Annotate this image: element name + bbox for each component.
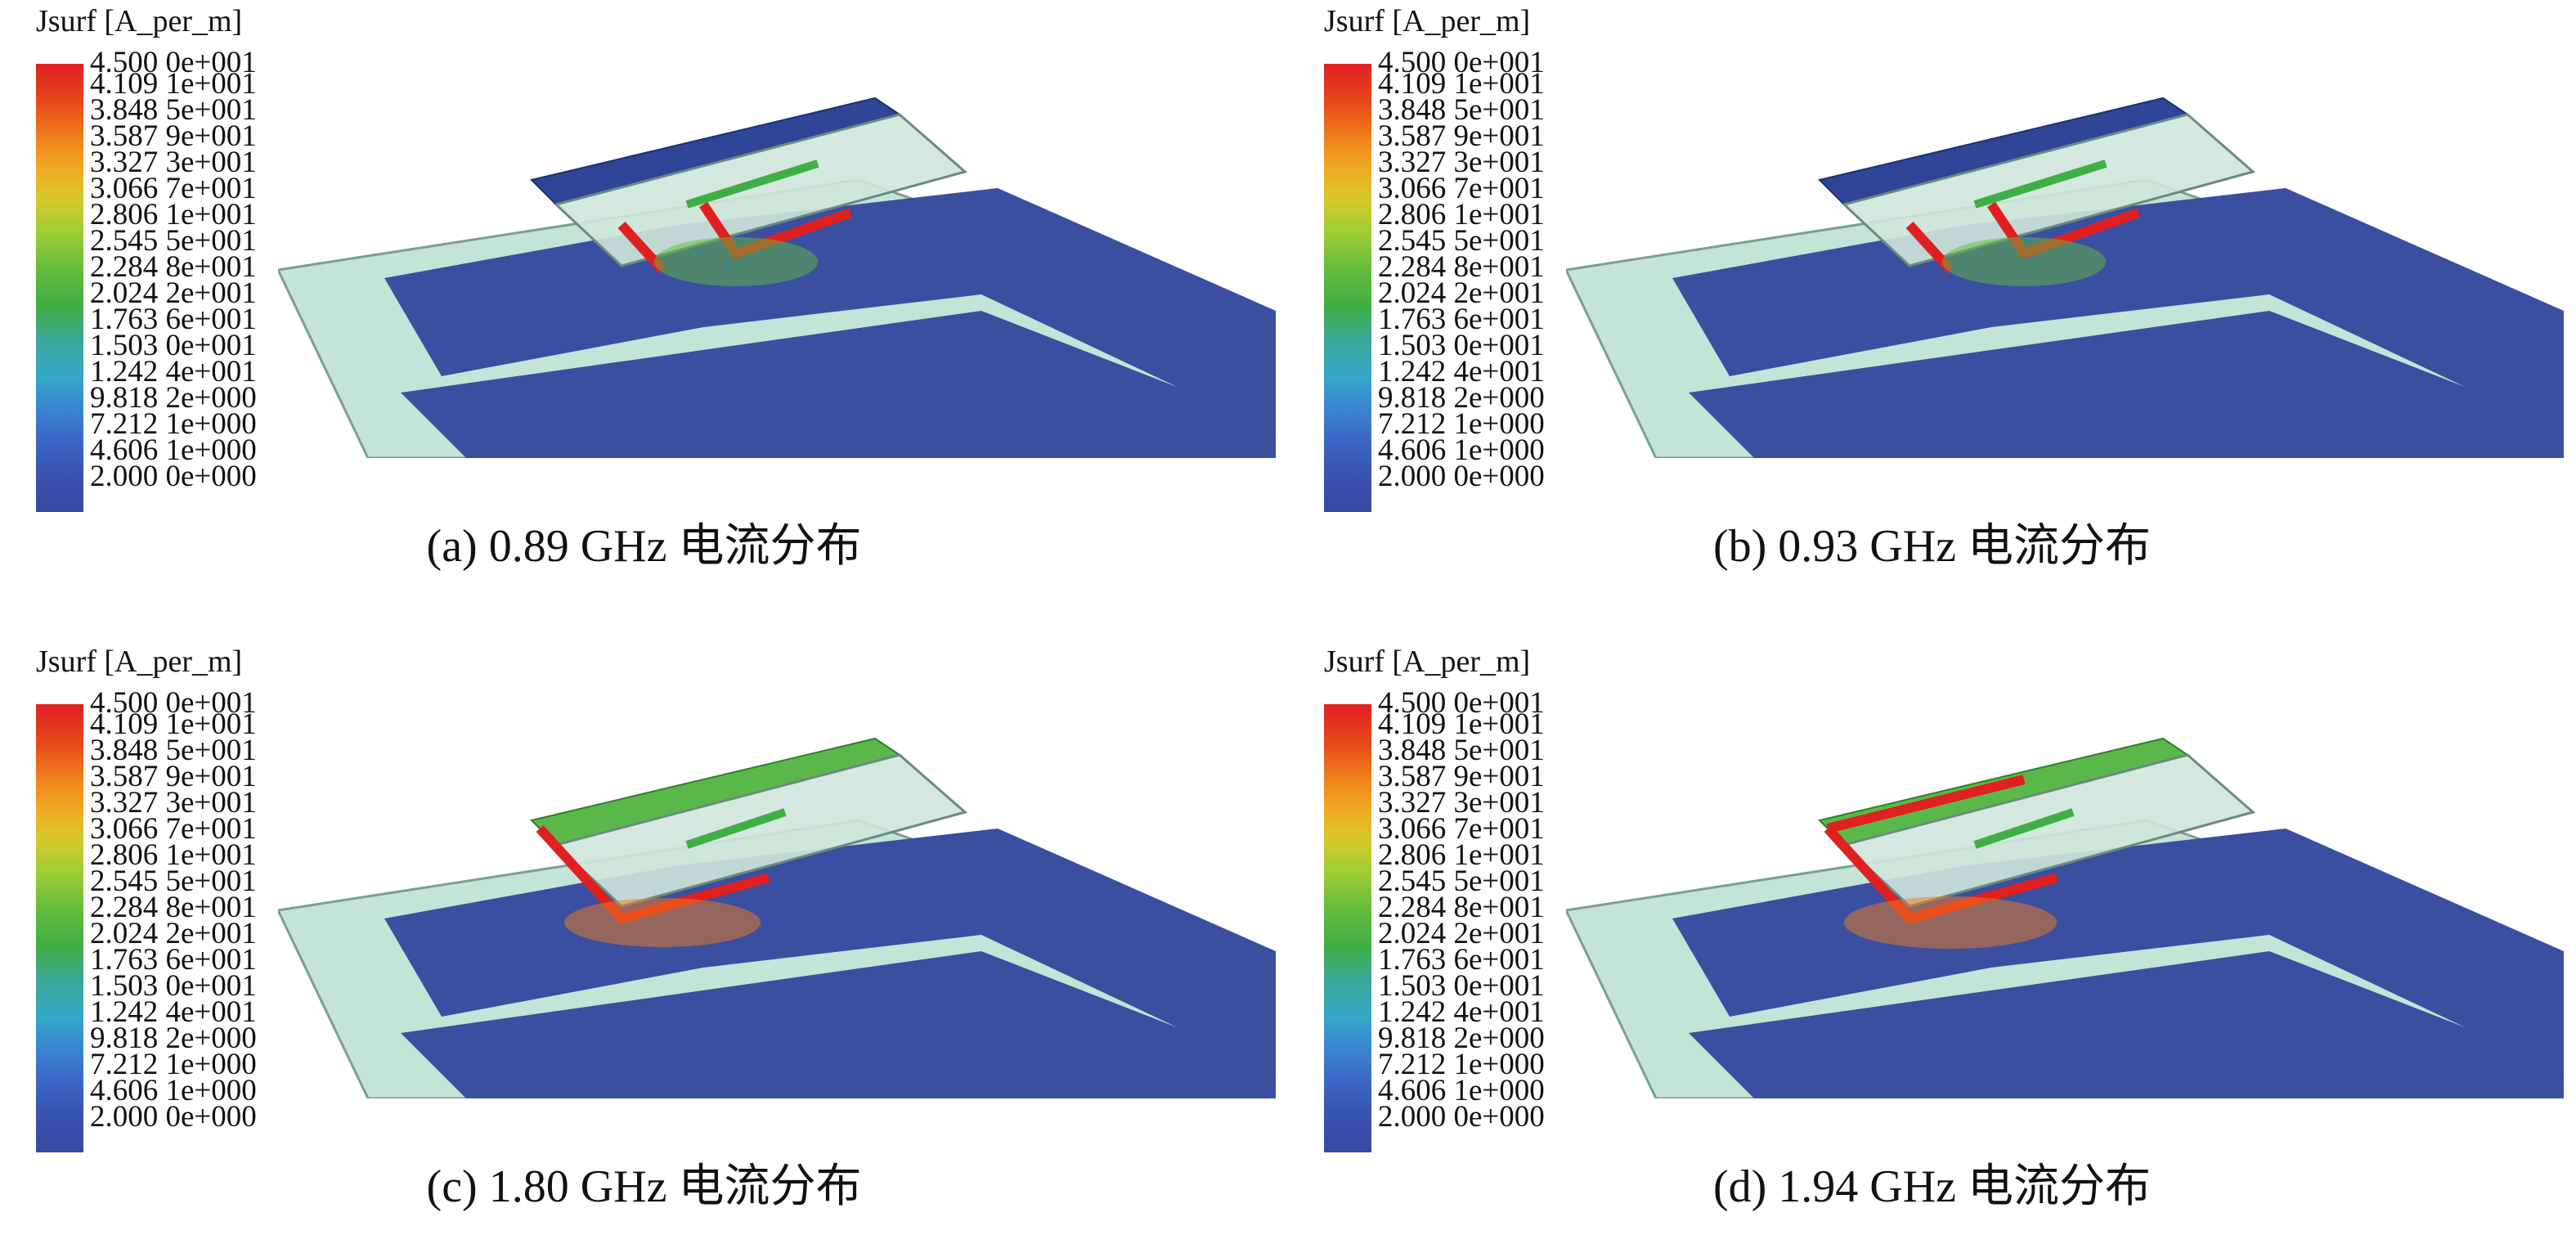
legend-tick-label: 2.000 0e+000 [90, 1100, 257, 1134]
legend-tick-label: 2.545 5e+001 [1378, 865, 1545, 898]
legend-tick-label: 2.000 0e+000 [90, 460, 257, 493]
legend-tick-label: 4.109 1e+001 [1378, 67, 1545, 101]
legend-tick-label: 2.284 8e+001 [1378, 250, 1545, 284]
legend-tick-label: 3.587 9e+001 [1378, 119, 1545, 153]
antenna-current-plot [1566, 737, 2564, 1098]
antenna-current-plot [1566, 97, 2564, 458]
legend-tick-label: 1.763 6e+001 [1378, 303, 1545, 336]
legend-tick-label: 3.327 3e+001 [1378, 146, 1545, 179]
legend-ticks: 4.500 0e+001 4.109 1e+001 3.848 5e+001 3.58… [1378, 688, 1591, 1162]
legend-tick-label: 4.606 1e+000 [1378, 1074, 1545, 1107]
legend-tick-label: 4.500 0e+001 [1378, 46, 1545, 79]
legend-tick-label: 1.242 4e+001 [1378, 355, 1545, 388]
legend-tick-label: 3.848 5e+001 [90, 93, 257, 127]
legend-tick-label: 4.500 0e+001 [90, 46, 257, 79]
legend-tick-label: 2.024 2e+001 [1378, 276, 1545, 310]
legend-tick-label: 2.806 1e+001 [1378, 198, 1545, 231]
legend-tick-label: 3.327 3e+001 [90, 786, 257, 820]
legend-tick-label: 4.500 0e+001 [90, 686, 257, 720]
legend-tick-label: 1.763 6e+001 [90, 303, 257, 336]
legend-colorbar [1324, 64, 1371, 512]
legend-title: Jsurf [A_per_m] [1324, 644, 1531, 679]
panel-caption: (c) 1.80 GHz 电流分布 [426, 1161, 862, 1212]
legend-colorbar [1324, 704, 1371, 1152]
legend-tick-label: 4.109 1e+001 [90, 67, 257, 101]
panel-a: Jsurf [A_per_m] 4.500 0e+001 4.109 1e+001… [0, 0, 1288, 613]
legend-tick-label: 2.806 1e+001 [1378, 838, 1545, 872]
legend-tick-label: 2.284 8e+001 [90, 250, 257, 284]
legend-tick-label: 2.806 1e+001 [90, 198, 257, 231]
legend-tick-label: 2.284 8e+001 [90, 891, 257, 924]
legend-tick-label: 2.284 8e+001 [1378, 891, 1545, 924]
panel-caption: (d) 1.94 GHz 电流分布 [1712, 1161, 2152, 1212]
legend-tick-label: 2.024 2e+001 [1378, 917, 1545, 950]
panel-b: Jsurf [A_per_m] 4.500 0e+001 4.109 1e+001… [1288, 0, 2576, 613]
legend-colorbar [36, 704, 83, 1152]
legend-tick-label: 9.818 2e+000 [90, 381, 257, 415]
panel-c: Jsurf [A_per_m] 4.500 0e+001 4.109 1e+001… [0, 640, 1288, 1253]
legend-title: Jsurf [A_per_m] [36, 4, 243, 38]
legend-tick-label: 3.066 7e+001 [90, 172, 257, 205]
legend-tick-label: 9.818 2e+000 [1378, 1022, 1545, 1055]
legend-tick-label: 3.066 7e+001 [90, 812, 257, 846]
legend-tick-label: 3.327 3e+001 [1378, 786, 1545, 820]
panel-caption: (b) 0.93 GHz 电流分布 [1712, 521, 2152, 572]
legend-tick-label: 2.545 5e+001 [1378, 224, 1545, 258]
legend-tick-label: 2.545 5e+001 [90, 224, 257, 258]
legend-tick-label: 1.503 0e+001 [90, 969, 257, 1003]
legend-tick-label: 1.763 6e+001 [1378, 943, 1545, 977]
legend-tick-label: 3.848 5e+001 [1378, 93, 1545, 127]
legend-tick-label: 2.000 0e+000 [1378, 1100, 1545, 1134]
legend-tick-label: 1.242 4e+001 [90, 355, 257, 388]
legend-tick-label: 3.587 9e+001 [90, 760, 257, 793]
legend-tick-label: 2.024 2e+001 [90, 917, 257, 950]
legend-title: Jsurf [A_per_m] [36, 644, 243, 679]
legend-ticks: 4.500 0e+001 4.109 1e+001 3.848 5e+001 3.58… [90, 688, 303, 1162]
legend-tick-label: 7.212 1e+000 [90, 1048, 257, 1081]
legend-tick-label: 3.327 3e+001 [90, 146, 257, 179]
legend-tick-label: 3.066 7e+001 [1378, 812, 1545, 846]
legend-tick-label: 9.818 2e+000 [1378, 381, 1545, 415]
legend-tick-label: 3.587 9e+001 [1378, 760, 1545, 793]
legend-tick-label: 3.587 9e+001 [90, 119, 257, 153]
panel-d: Jsurf [A_per_m] 4.500 0e+001 4.109 1e+001… [1288, 640, 2576, 1253]
panel-caption: (a) 0.89 GHz 电流分布 [426, 521, 862, 572]
antenna-current-plot [278, 97, 1276, 458]
legend-ticks: 4.500 0e+001 4.109 1e+001 3.848 5e+001 3.58… [90, 47, 303, 522]
legend-tick-label: 3.066 7e+001 [1378, 172, 1545, 205]
legend-tick-label: 4.109 1e+001 [1378, 707, 1545, 741]
legend-tick-label: 2.545 5e+001 [90, 865, 257, 898]
legend-tick-label: 4.109 1e+001 [90, 707, 257, 741]
legend-tick-label: 1.242 4e+001 [90, 995, 257, 1029]
legend-tick-label: 4.606 1e+000 [1378, 433, 1545, 467]
legend-tick-label: 1.242 4e+001 [1378, 995, 1545, 1029]
legend-tick-label: 7.212 1e+000 [90, 407, 257, 441]
legend-tick-label: 4.606 1e+000 [90, 433, 257, 467]
legend-tick-label: 1.503 0e+001 [1378, 969, 1545, 1003]
legend-tick-label: 3.848 5e+001 [1378, 734, 1545, 767]
legend-title: Jsurf [A_per_m] [1324, 4, 1531, 38]
legend-tick-label: 9.818 2e+000 [90, 1022, 257, 1055]
legend-tick-label: 7.212 1e+000 [1378, 1048, 1545, 1081]
legend-tick-label: 1.503 0e+001 [90, 329, 257, 362]
legend-tick-label: 2.024 2e+001 [90, 276, 257, 310]
legend-tick-label: 7.212 1e+000 [1378, 407, 1545, 441]
legend-tick-label: 1.503 0e+001 [1378, 329, 1545, 362]
legend-colorbar [36, 64, 83, 512]
legend-tick-label: 2.806 1e+001 [90, 838, 257, 872]
legend-tick-label: 1.763 6e+001 [90, 943, 257, 977]
legend-tick-label: 2.000 0e+000 [1378, 460, 1545, 493]
legend-ticks: 4.500 0e+001 4.109 1e+001 3.848 5e+001 3.58… [1378, 47, 1591, 522]
legend-tick-label: 4.500 0e+001 [1378, 686, 1545, 720]
antenna-current-plot [278, 737, 1276, 1098]
legend-tick-label: 4.606 1e+000 [90, 1074, 257, 1107]
legend-tick-label: 3.848 5e+001 [90, 734, 257, 767]
